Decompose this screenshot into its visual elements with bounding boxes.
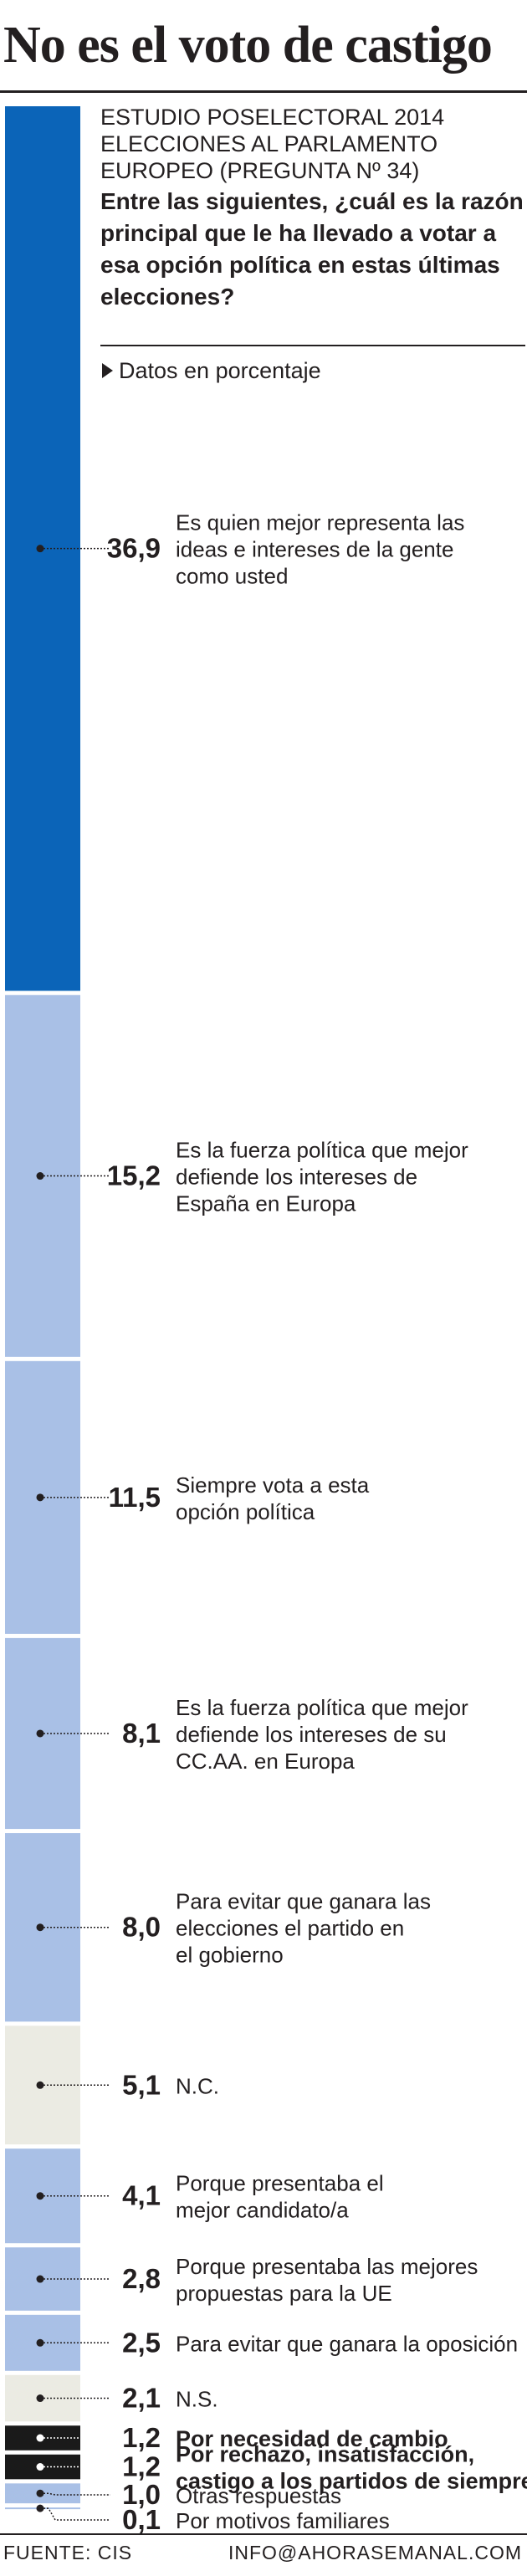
data-label-value: 36,9 xyxy=(107,533,161,564)
data-label-value: 1,2 xyxy=(122,2451,161,2482)
data-label-value: 8,1 xyxy=(122,1718,161,1749)
category-label-es-la-fuerza-politica-que-mejor-defiende: defiende los intereses de su xyxy=(176,1722,447,1747)
category-label-por-necesidad-de-cambio: Por necesidad de cambio xyxy=(176,2426,448,2451)
chart-title: No es el voto de castigo xyxy=(3,17,493,74)
data-label-value: 11,5 xyxy=(109,1482,161,1513)
category-label-n-s: N.S. xyxy=(176,2387,218,2412)
unit-note: Datos en porcentaje xyxy=(119,358,321,383)
category-label-es-la-fuerza-politica-que-mejor-defiende: Es la fuerza política que mejor xyxy=(176,1695,468,1720)
category-label-siempre-vota-a-esta-opcion-politica: Siempre vota a esta xyxy=(176,1472,370,1498)
category-label-es-quien-mejor-representa-las-ideas-e-in: como usted xyxy=(176,564,288,589)
category-label-otras-respuestas: Otras respuestas xyxy=(176,2483,341,2508)
category-label-siempre-vota-a-esta-opcion-politica: opción política xyxy=(176,1499,315,1524)
data-label-value: 8,0 xyxy=(122,1912,161,1943)
data-label-value: 4,1 xyxy=(122,2180,161,2211)
header-rule xyxy=(100,345,525,346)
category-label-porque-presentaba-las-mejores-propuestas: propuestas para la UE xyxy=(176,2281,392,2306)
category-label-por-rechazo-insatisfaccion-castigo-a-los: castigo a los partidos de siempre xyxy=(176,2469,527,2494)
category-label-es-la-fuerza-politica-que-mejor-defiende: España en Europa xyxy=(176,1191,356,1216)
data-label-value: 1,0 xyxy=(122,2479,161,2510)
category-label-es-quien-mejor-representa-las-ideas-e-in: ideas e intereses de la gente xyxy=(176,537,453,562)
title-rule xyxy=(0,90,527,93)
category-label-por-motivos-familiares: Por motivos familiares xyxy=(176,2508,390,2533)
survey-question: Entre las siguientes, ¿cuál es la razón … xyxy=(100,188,524,310)
category-label-es-quien-mejor-representa-las-ideas-e-in: Es quien mejor representa las xyxy=(176,510,464,535)
data-label-value: 2,1 xyxy=(122,2383,161,2414)
category-label-porque-presentaba-el-mejor-candidato-a: mejor candidato/a xyxy=(176,2198,349,2223)
contact-email: INFO@AHORASEMANAL.COM xyxy=(228,2542,522,2563)
data-label-value: 0,1 xyxy=(122,2504,161,2535)
survey-kicker: ESTUDIO POSELECTORAL 2014 ELECCIONES AL … xyxy=(100,105,445,183)
category-label-es-la-fuerza-politica-que-mejor-defiende: defiende los intereses de xyxy=(176,1165,417,1190)
data-label-value: 2,5 xyxy=(122,2327,161,2358)
category-label-es-la-fuerza-politica-que-mejor-defiende: CC.AA. en Europa xyxy=(176,1749,355,1774)
category-label-para-evitar-que-ganara-las-elecciones-el: elecciones el partido en xyxy=(176,1916,404,1941)
data-label-value: 2,8 xyxy=(122,2263,161,2294)
leader-line xyxy=(40,2492,110,2496)
category-label-para-evitar-que-ganara-las-elecciones-el: Para evitar que ganara las xyxy=(176,1889,431,1914)
category-label-porque-presentaba-el-mejor-candidato-a: Porque presentaba el xyxy=(176,2171,384,2196)
category-label-por-rechazo-insatisfaccion-castigo-a-los: Por rechazo, insatisfacción, xyxy=(176,2442,474,2467)
triangle-bullet-icon xyxy=(102,363,113,378)
category-label-para-evitar-que-ganara-las-elecciones-el: el gobierno xyxy=(176,1943,284,1968)
data-label-value: 1,2 xyxy=(122,2422,161,2453)
category-label-es-la-fuerza-politica-que-mejor-defiende: Es la fuerza política que mejor xyxy=(176,1138,468,1163)
category-label-para-evitar-que-ganara-la-oposicion: Para evitar que ganara la oposición xyxy=(176,2331,518,2356)
footer-rule xyxy=(0,2533,527,2535)
category-label-n-c: N.C. xyxy=(176,2073,219,2098)
category-label-porque-presentaba-las-mejores-propuestas: Porque presentaba las mejores xyxy=(176,2254,478,2279)
leader-line xyxy=(40,2507,110,2521)
data-label-value: 15,2 xyxy=(107,1160,161,1191)
chart-header: ESTUDIO POSELECTORAL 2014 ELECCIONES AL … xyxy=(100,104,525,313)
data-label-value: 5,1 xyxy=(122,2069,161,2100)
source-credit: FUENTE: CIS xyxy=(3,2542,133,2563)
